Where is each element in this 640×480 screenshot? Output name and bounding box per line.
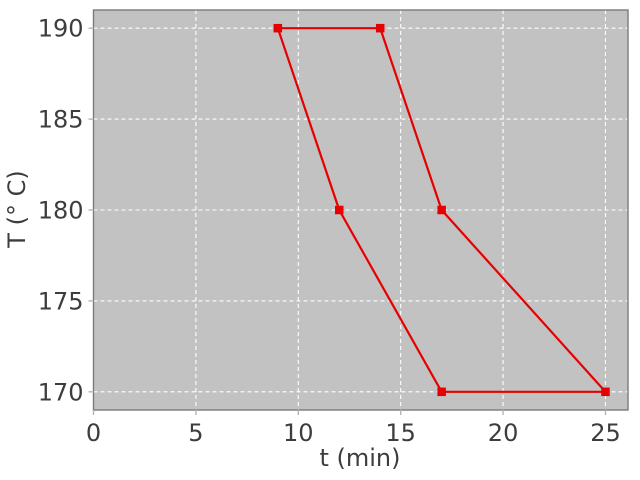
- y-tick-label: 180: [38, 197, 84, 225]
- x-tick-label: 10: [283, 419, 314, 447]
- tick-marks-layer: [88, 27, 607, 415]
- data-point-marker: [437, 205, 446, 215]
- x-tick-label: 20: [488, 419, 519, 447]
- data-point-marker: [334, 205, 344, 215]
- y-tick-label: 175: [38, 287, 84, 315]
- y-tick-labels: 170 175 180 185 190: [38, 15, 84, 407]
- y-tick-label: 190: [38, 15, 84, 43]
- x-tick-label: 0: [86, 419, 101, 447]
- x-tick-label: 5: [188, 419, 203, 447]
- data-point-marker: [601, 387, 610, 397]
- x-tick-labels: 0 5 10 15 20 25: [86, 419, 621, 447]
- data-point-marker: [437, 387, 446, 397]
- y-tick-label: 185: [38, 106, 84, 134]
- data-point-marker: [273, 23, 283, 33]
- data-series-layer: [273, 23, 610, 397]
- y-axis-label: T (° C): [3, 170, 31, 248]
- x-tick-label: 15: [385, 419, 416, 447]
- x-tick-label: 25: [590, 419, 621, 447]
- data-point-marker: [375, 23, 385, 33]
- x-axis-label: t (min): [319, 444, 400, 472]
- y-tick-label: 170: [38, 378, 84, 406]
